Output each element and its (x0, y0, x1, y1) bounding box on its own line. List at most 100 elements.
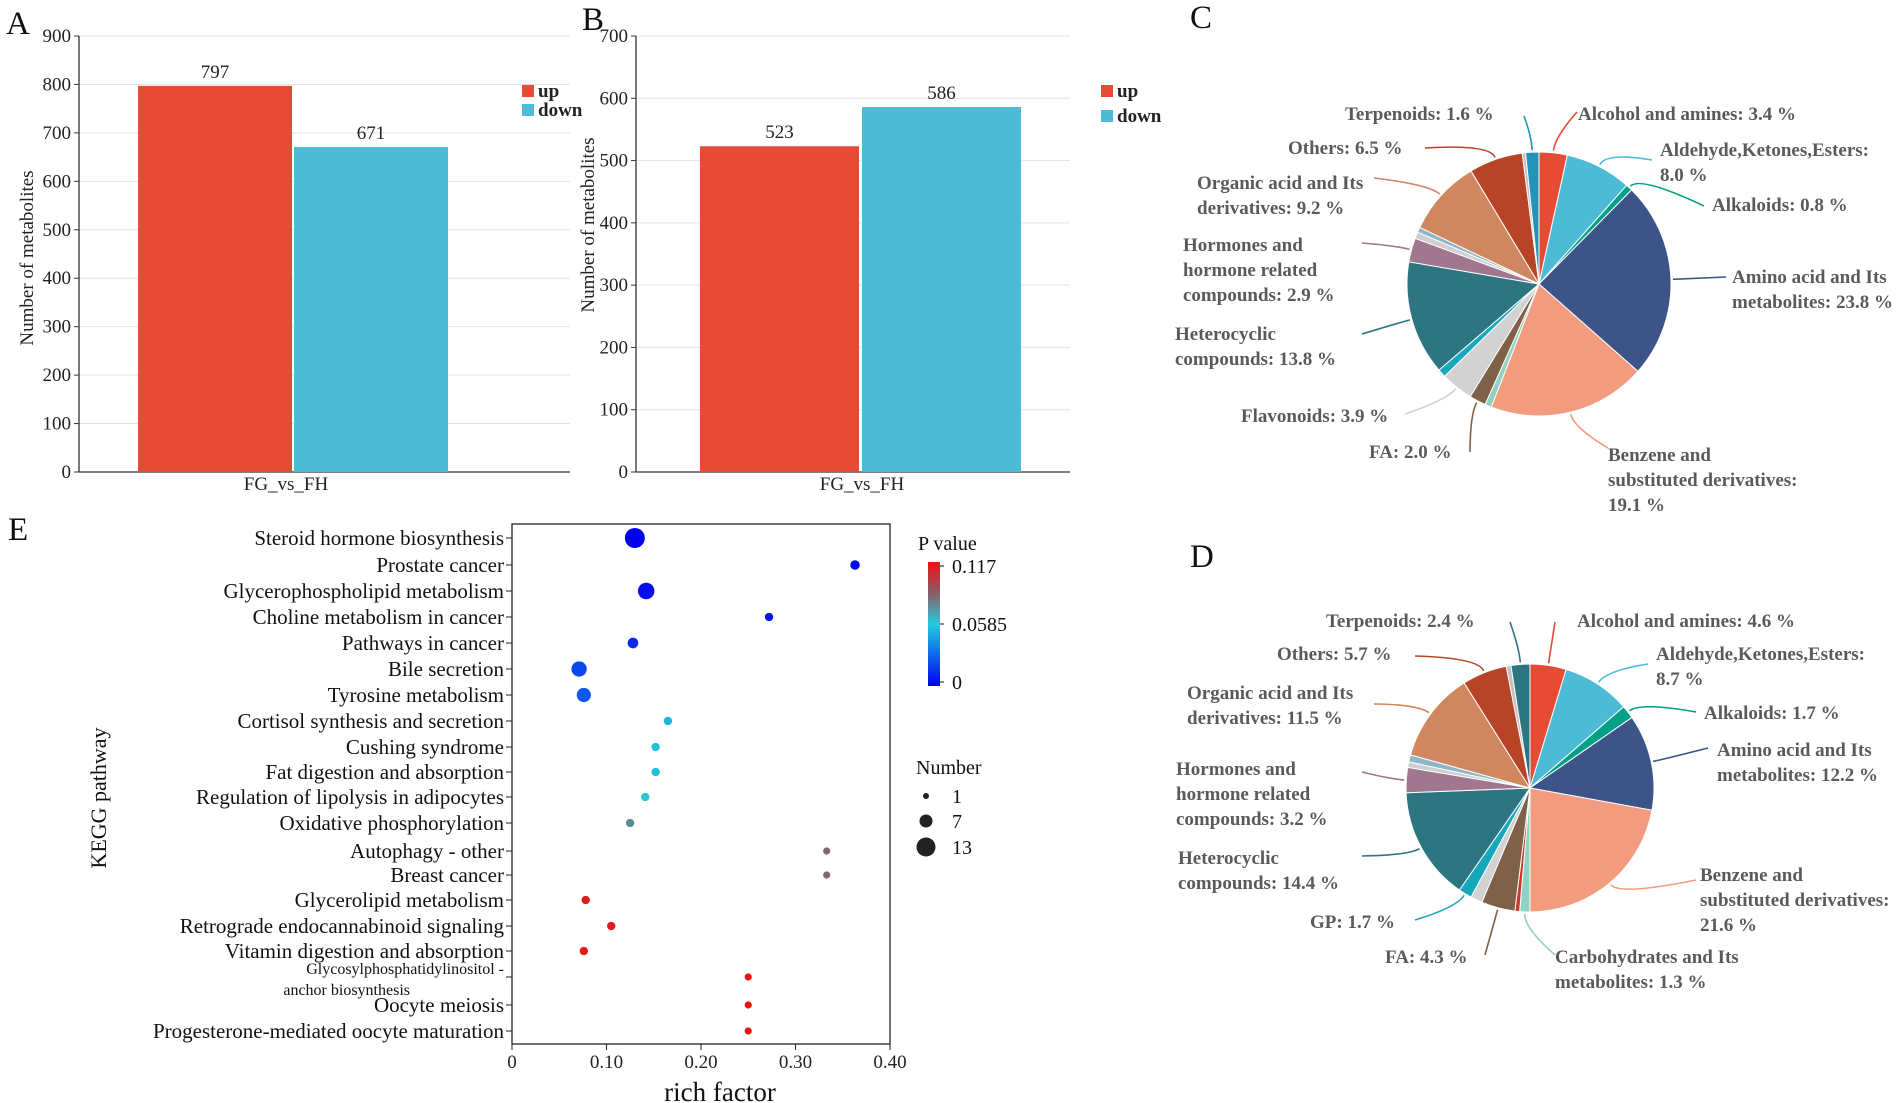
d-label-line: FA: 4.3 % (1385, 947, 1468, 968)
c-label-line: Aldehyde,Ketones,Esters: (1660, 140, 1869, 161)
a-y-tick-label: 0 (62, 462, 72, 483)
d-label-line: compounds: 14.4 % (1178, 873, 1339, 894)
c-leader-terpenoids (1523, 115, 1533, 151)
b-y-tick-label: 200 (600, 337, 629, 358)
b-y-tick-label: 100 (600, 400, 629, 421)
pathway-label: Oocyte meiosis (374, 993, 504, 1017)
a-y-tick-label: 100 (43, 414, 72, 435)
pathway-label-cont: anchor biosynthesis (283, 982, 410, 999)
d-label-carbohydrates-and-its-metabolites: Carbohydrates and Its metabolites: 1.3 % (1555, 947, 1739, 993)
d-leader-carbohydrates-and-its-metabolites (1523, 913, 1556, 956)
a-bar-value-label: 671 (357, 123, 386, 144)
pathway-label: Retrograde endocannabinoid signaling (180, 914, 505, 938)
pathway-point (651, 767, 660, 777)
panel-b-legend-down: down (1117, 106, 1162, 127)
c-label-terpenoids: Terpenoids: 1.6 % (1345, 104, 1494, 125)
panel-b-legend: up down (1101, 81, 1162, 127)
d-label-benzene-and-substituted-derivatives: Benzene and substituted derivatives: 21.6 … (1700, 865, 1889, 936)
pathway-label: Vitamin digestion and absorption (225, 939, 505, 963)
pathway-label: Oxidative phosphorylation (279, 811, 504, 835)
d-leader-amino-acid-and-its-metabolites (1653, 747, 1709, 763)
pathway-point (607, 921, 616, 931)
c-label-line: substituted derivatives: (1608, 470, 1797, 491)
panel-b-legend-down-swatch (1101, 110, 1113, 122)
d-leader-others (1414, 655, 1485, 672)
b-y-tick-label: 400 (600, 213, 629, 234)
c-label-line: Others: 6.5 % (1288, 138, 1403, 159)
d-label-terpenoids: Terpenoids: 2.4 % (1326, 611, 1475, 632)
d-label-gp: GP: 1.7 % (1310, 912, 1395, 933)
c-label-line: Heterocyclic (1175, 324, 1276, 345)
pathway-point (571, 661, 587, 677)
d-label-line: Others: 5.7 % (1277, 644, 1392, 665)
pathway-label: Choline metabolism in cancer (253, 605, 504, 629)
b-bar-up (700, 146, 859, 472)
d-label-others: Others: 5.7 % (1277, 644, 1392, 665)
d-leader-heterocyclic-compounds (1361, 847, 1420, 857)
x-tick-label: 0.10 (590, 1052, 623, 1073)
panel-c-labels: Alcohol and amines: 3.4 % Aldehyde,Ketone… (1175, 104, 1893, 516)
d-leader-organic-acid-and-its-derivatives (1373, 703, 1430, 714)
c-label-line: Flavonoids: 3.9 % (1241, 406, 1388, 427)
c-slice-heterocyclic-compounds (1406, 261, 1541, 371)
a-bar-value-label: 797 (201, 62, 230, 83)
c-leader-aldehyde-ketones-esters (1599, 156, 1653, 166)
d-label-line: Aldehyde,Ketones,Esters: (1656, 644, 1865, 665)
d-label-line: compounds: 3.2 % (1176, 809, 1328, 830)
panel-a-category-label: FG_vs_FH (244, 474, 329, 495)
d-leader-alkaloids (1629, 705, 1697, 713)
d-leader-gp (1414, 894, 1465, 921)
pathway-point (744, 1027, 752, 1035)
panel-b-category-label: FG_vs_FH (820, 474, 905, 495)
panel-d-leader-lines (1361, 621, 1709, 956)
panel-e-number-legend: Number 1 7 13 (916, 757, 982, 859)
d-label-line: Hormones and (1176, 759, 1296, 780)
pathway-label: Glycerolipid metabolism (295, 888, 504, 912)
b-y-tick-label: 300 (600, 275, 629, 296)
d-slice-organic-acid-and-its-derivatives (1409, 682, 1532, 789)
pathway-label: Regulation of lipolysis in adipocytes (196, 785, 504, 809)
panel-a-legend-down-swatch (522, 104, 534, 116)
pvalue-tick-label: 0.117 (952, 556, 996, 578)
d-label-line: substituted derivatives: (1700, 890, 1889, 911)
panel-b-bars: 523 586 (700, 83, 1021, 473)
panel-a-bars: 797 671 (138, 62, 448, 473)
d-label-alcohol-and-amines: Alcohol and amines: 4.6 % (1577, 611, 1795, 632)
panel-b-legend-up: up (1117, 81, 1138, 102)
c-leader-benzene-and-substituted-derivatives (1569, 413, 1609, 449)
c-label-alcohol-and-amines: Alcohol and amines: 3.4 % (1578, 104, 1796, 125)
c-leader-heterocyclic-compounds (1361, 319, 1411, 335)
d-label-line: Organic acid and Its (1187, 683, 1353, 704)
b-bar-value-label: 523 (765, 122, 794, 143)
d-leader-aldehyde-ketones-esters (1597, 663, 1649, 683)
pvalue-tick-label: 0 (952, 672, 962, 694)
d-label-amino-acid-and-its-metabolites: Amino acid and Its metabolites: 12.2 % (1717, 740, 1878, 786)
b-bar-value-label: 586 (927, 83, 956, 104)
d-label-line: derivatives: 11.5 % (1187, 708, 1343, 729)
c-label-others: Others: 6.5 % (1288, 138, 1403, 159)
a-bar-up (138, 85, 292, 473)
d-label-line: Amino acid and Its (1717, 740, 1872, 761)
d-label-line: Carbohydrates and Its (1555, 947, 1739, 968)
c-label-line: Alcohol and amines: 3.4 % (1578, 104, 1796, 125)
c-label-line: Hormones and (1183, 235, 1303, 256)
number-legend-dot-large (916, 837, 936, 857)
pathway-label: Bile secretion (388, 657, 505, 681)
panel-b-legend-up-swatch (1101, 85, 1113, 97)
pathway-label: Progesterone-mediated oocyte maturation (153, 1019, 505, 1043)
panel-a: A 0 100 200 300 400 500 600 700 800 900 797 671 FG… (6, 6, 583, 495)
pathway-label: Fat digestion and absorption (265, 760, 504, 784)
c-slice-organic-acid-and-its-derivatives (1419, 170, 1541, 286)
panel-b-y-title: Number of metabolites (578, 137, 599, 312)
c-label-line: Organic acid and Its (1197, 173, 1363, 194)
d-label-alkaloids: Alkaloids: 1.7 % (1704, 703, 1840, 724)
d-label-line: Terpenoids: 2.4 % (1326, 611, 1475, 632)
pvalue-colorbar (928, 562, 940, 686)
c-label-line: 19.1 % (1608, 495, 1665, 516)
c-label-fa: FA: 2.0 % (1369, 442, 1452, 463)
panel-e-points (571, 528, 860, 1035)
c-label-line: compounds: 2.9 % (1183, 285, 1335, 306)
panel-e-pathway-ticks: Steroid hormone biosynthesis Prostate can… (153, 526, 512, 1043)
panel-a-legend-down: down (538, 100, 583, 121)
d-label-line: 8.7 % (1656, 669, 1704, 690)
